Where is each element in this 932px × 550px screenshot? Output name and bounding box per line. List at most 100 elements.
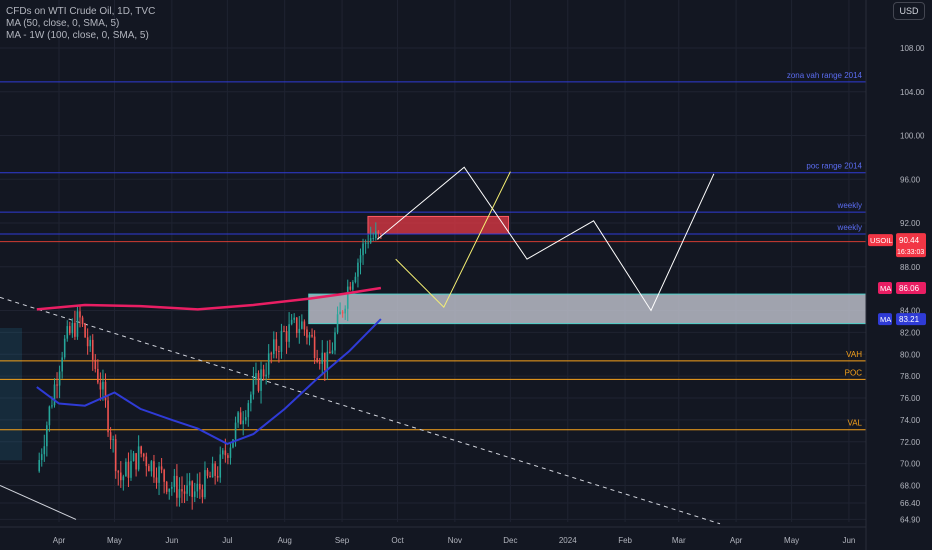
currency-button[interactable]: USD <box>893 2 925 20</box>
candle-63 <box>199 483 201 490</box>
candle-11 <box>66 326 69 339</box>
candle-107 <box>311 334 313 337</box>
candle-127 <box>362 243 364 256</box>
candle-110 <box>318 362 321 364</box>
candle-77 <box>234 422 237 440</box>
price-tick-4: 72.00 <box>900 438 921 447</box>
candle-99 <box>290 319 293 325</box>
candle-18 <box>84 324 86 338</box>
candle-121 <box>346 286 349 309</box>
last-price-box <box>896 233 926 258</box>
candle-130 <box>369 238 372 243</box>
candle-30 <box>114 439 117 472</box>
candle-80 <box>242 420 244 425</box>
time-tick-7: Nov <box>448 536 462 545</box>
candle-9 <box>61 357 63 372</box>
time-tick-13: May <box>784 536 799 545</box>
ma50-legend: MA (50, close, 0, SMA, 5) <box>6 18 120 29</box>
candle-62 <box>196 483 199 492</box>
candle-7 <box>56 384 58 386</box>
ma-price-box-2 <box>896 313 926 326</box>
ma-tag-1: MA <box>880 284 891 293</box>
candle-91 <box>270 353 273 355</box>
candle-118 <box>339 311 341 315</box>
level-label-1: poc range 2014 <box>806 162 862 171</box>
candle-52 <box>171 486 173 489</box>
time-tick-6: Oct <box>391 536 404 545</box>
demand-zone-1 <box>308 293 867 325</box>
candle-126 <box>359 255 362 263</box>
time-tick-14: Jun <box>842 536 855 545</box>
level-label-2: weekly <box>837 201 862 210</box>
ma-price-1: 86.06 <box>899 284 920 293</box>
candle-27 <box>107 400 109 433</box>
candle-64 <box>201 489 204 498</box>
candle-6 <box>53 384 56 406</box>
candle-10 <box>63 338 66 358</box>
candle-20 <box>89 339 91 347</box>
candle-132 <box>375 231 377 239</box>
candle-75 <box>229 447 232 458</box>
candle-25 <box>102 381 104 390</box>
candle-17 <box>81 317 84 325</box>
candle-79 <box>239 412 242 425</box>
lower-trendline <box>0 485 77 520</box>
candle-23 <box>97 368 99 383</box>
candle-21 <box>91 339 94 360</box>
price-tick-12: 92.00 <box>900 219 921 228</box>
candle-58 <box>186 485 188 494</box>
candle-120 <box>344 308 346 314</box>
price-tick-3: 70.00 <box>900 460 921 469</box>
candle-1 <box>40 454 43 460</box>
candle-41 <box>142 453 145 457</box>
ma-price-2: 83.21 <box>899 315 920 324</box>
candle-78 <box>237 412 239 423</box>
candle-72 <box>222 450 224 455</box>
ma-tag-box-2 <box>878 313 892 326</box>
candle-73 <box>224 450 227 456</box>
candles <box>38 222 382 510</box>
candle-83 <box>250 394 252 404</box>
symbol-title: CFDs on WTI Crude Oil, 1D, TVC <box>6 6 156 17</box>
candle-13 <box>71 322 74 334</box>
candle-5 <box>51 405 53 407</box>
candle-115 <box>331 350 334 354</box>
candle-96 <box>283 330 285 332</box>
candle-74 <box>227 455 229 458</box>
level-label-4: VAH <box>846 350 862 359</box>
candle-76 <box>232 439 234 448</box>
candle-125 <box>357 262 359 277</box>
candle-100 <box>293 317 295 320</box>
candle-70 <box>216 475 219 478</box>
candle-61 <box>193 491 196 497</box>
candle-0 <box>38 459 40 472</box>
candle-111 <box>321 352 324 364</box>
candle-95 <box>280 330 283 352</box>
countdown: 16:33:03 <box>897 249 924 256</box>
candle-48 <box>160 466 163 470</box>
candle-109 <box>316 358 318 363</box>
candle-43 <box>148 466 150 472</box>
projections <box>376 166 715 312</box>
candle-84 <box>252 379 255 395</box>
ma-long-line <box>36 286 382 311</box>
candle-113 <box>326 351 329 370</box>
candle-117 <box>336 314 339 333</box>
candle-71 <box>219 454 222 478</box>
ma100w-legend: MA - 1W (100, close, 0, SMA, 5) <box>6 30 149 41</box>
candle-22 <box>94 359 97 369</box>
candle-87 <box>260 369 262 391</box>
candle-86 <box>257 373 260 391</box>
level-label-0: zona vah range 2014 <box>787 71 863 80</box>
candle-93 <box>275 339 278 352</box>
candle-57 <box>183 491 186 494</box>
candle-119 <box>341 311 344 314</box>
candle-66 <box>206 470 209 476</box>
time-tick-5: Sep <box>335 536 350 545</box>
time-tick-1: May <box>107 536 122 545</box>
candle-44 <box>150 461 153 472</box>
candle-3 <box>46 425 48 447</box>
candle-46 <box>155 477 158 483</box>
